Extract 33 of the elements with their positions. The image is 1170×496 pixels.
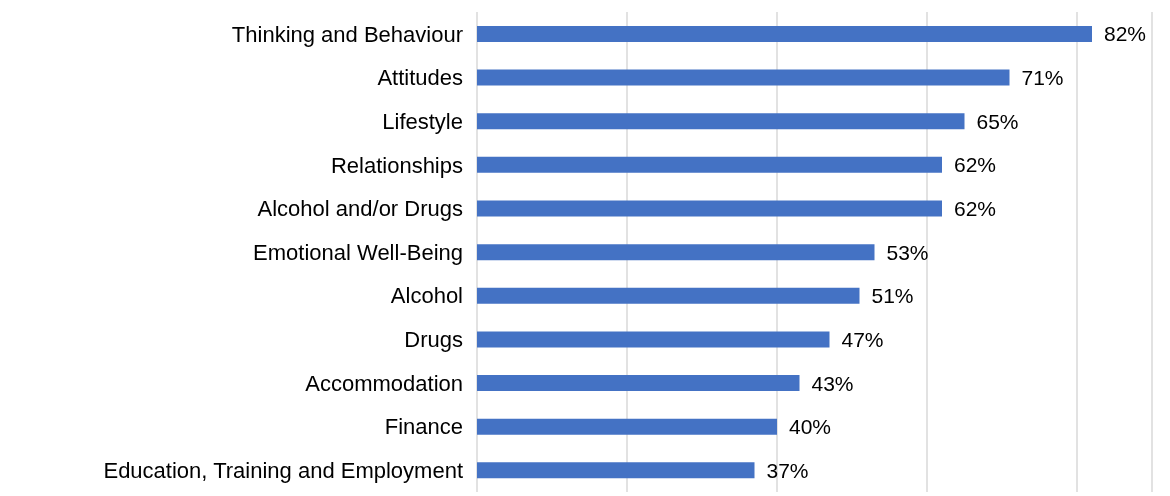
y-tick-label: Finance bbox=[384, 414, 463, 440]
data-label: 43% bbox=[811, 371, 854, 395]
y-tick-label: Relationships bbox=[330, 152, 463, 178]
bar bbox=[477, 25, 1092, 42]
bar bbox=[477, 156, 942, 173]
bar bbox=[477, 462, 755, 479]
bar bbox=[477, 69, 1010, 86]
bar bbox=[477, 287, 860, 304]
y-tick-label: Emotional Well-Being bbox=[253, 239, 463, 265]
y-tick-label: Lifestyle bbox=[382, 108, 463, 134]
y-tick-label: Education, Training and Employment bbox=[103, 457, 463, 483]
y-tick-label: Drugs bbox=[404, 327, 463, 353]
y-tick-label: Thinking and Behaviour bbox=[231, 21, 463, 47]
bar bbox=[477, 244, 875, 261]
bar bbox=[477, 113, 965, 130]
data-label: 71% bbox=[1021, 66, 1064, 90]
data-label: 37% bbox=[766, 458, 809, 482]
y-tick-label: Accommodation bbox=[305, 370, 463, 396]
y-tick-label: Attitudes bbox=[377, 65, 463, 91]
data-label: 51% bbox=[871, 284, 914, 308]
data-label: 53% bbox=[886, 240, 929, 264]
data-label: 40% bbox=[789, 415, 832, 439]
bar bbox=[477, 331, 830, 348]
y-tick-label: Alcohol bbox=[390, 283, 463, 309]
data-label: 62% bbox=[954, 196, 997, 220]
bar bbox=[477, 418, 777, 435]
data-label: 82% bbox=[1104, 22, 1147, 46]
data-label: 65% bbox=[976, 109, 1019, 133]
data-label: 47% bbox=[841, 327, 884, 351]
y-tick-label: Alcohol and/or Drugs bbox=[257, 196, 463, 222]
bar bbox=[477, 200, 942, 217]
data-label: 62% bbox=[954, 153, 997, 177]
bar bbox=[477, 375, 800, 392]
